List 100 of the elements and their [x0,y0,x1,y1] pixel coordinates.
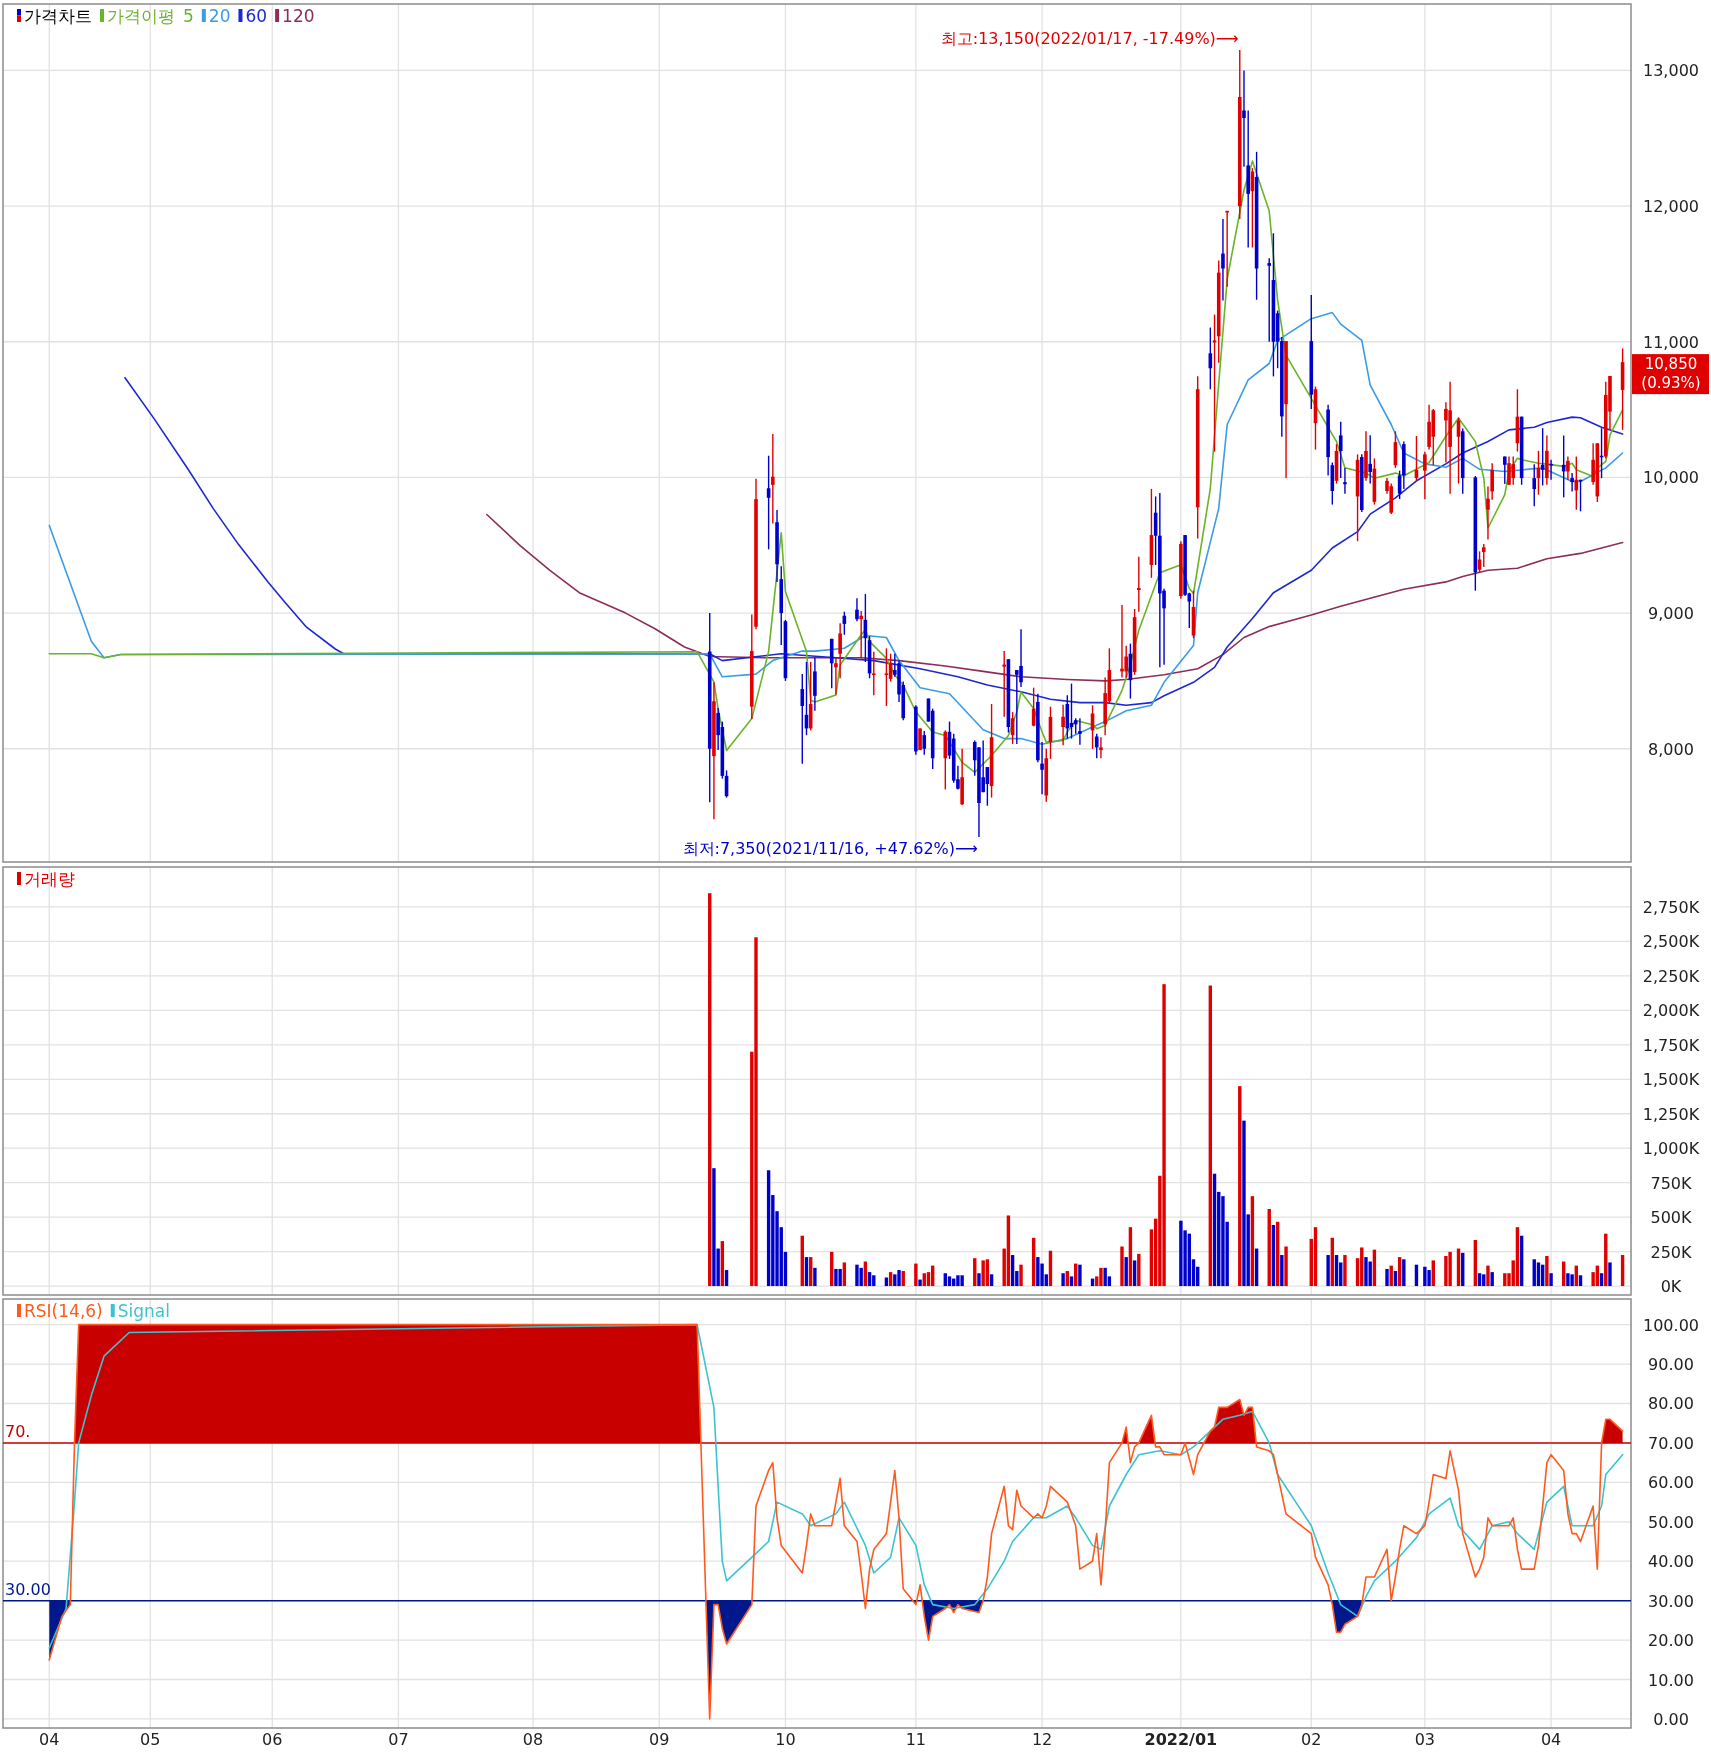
bar [1364,1257,1368,1287]
candlestick [1002,650,1006,718]
bar [1566,1273,1570,1287]
bar [1326,1255,1330,1287]
y-tick-label: 0K [1660,1277,1682,1297]
y-tick-label: 2,000K [1642,1001,1700,1021]
candlestick [1507,455,1511,486]
x-tick-label: 12 [1031,1730,1053,1749]
y-tick-label: 2,250K [1642,966,1700,986]
y-tick-label: 12,000 [1643,197,1699,217]
bar [1242,1120,1246,1287]
y-tick-label: 250K [1650,1242,1693,1262]
bar [1423,1266,1427,1287]
candlestick [859,610,863,660]
y-tick-label: 9,000 [1648,604,1694,624]
y-tick-label: 70.00 [1648,1433,1694,1453]
candlestick [1570,472,1574,493]
bar [1120,1246,1124,1287]
annotation: 최고:13,150(2022/01/17, -17.49%)⟶ [940,29,1239,49]
y-tick-label: 50.00 [1648,1512,1694,1532]
y-tick-label: 30.00 [1648,1591,1694,1611]
annotation: 최저:7,350(2021/11/16, +47.62%)⟶ [682,838,979,858]
bar [1448,1251,1452,1287]
bar [1570,1274,1574,1287]
x-tick-label: 07 [388,1730,409,1749]
text: 5 [183,6,194,26]
x-tick-label: 06 [262,1730,283,1749]
candlestick [800,673,805,765]
bar [1486,1265,1490,1287]
y-tick-label: 1,000K [1642,1139,1700,1159]
bar [1179,1220,1183,1287]
candlestick [1503,455,1507,485]
y-tick-label: 2,500K [1642,932,1700,952]
bar [838,1268,842,1287]
candlestick [922,730,927,756]
candlestick [855,597,859,622]
candlestick [1343,467,1347,495]
candlestick [1099,736,1103,759]
candlestick [1511,455,1516,486]
bar [893,1274,897,1287]
y-tick-label: 20.00 [1648,1631,1694,1651]
bar [1132,1260,1137,1287]
x-tick-label: 2022/01 [1144,1730,1218,1749]
y-tick-label: 100.00 [1643,1315,1699,1335]
y-tick-label: 2,750K [1642,897,1700,917]
y-tick-label: 8,000 [1648,739,1694,759]
x-tick-label: 03 [1414,1730,1436,1749]
bar [1490,1272,1494,1287]
legend-title: 가격이평 [107,6,175,26]
bar [1124,1257,1128,1287]
bar [897,1270,901,1287]
bar [1019,1264,1023,1287]
x-tick-label: 09 [649,1730,670,1749]
bar [1545,1255,1549,1287]
bar [1343,1255,1347,1287]
bar [1078,1264,1082,1287]
y-tick-label: 60.00 [1648,1473,1694,1493]
bar [977,1273,981,1287]
bar [884,1277,889,1287]
x-tick-label: 04 [1540,1730,1562,1749]
bar [1284,1246,1288,1287]
candlestick [1481,543,1486,568]
legend-label: 거래량 [24,869,75,889]
y-tick-label: 1,750K [1642,1035,1700,1055]
line-series [48,160,1624,774]
y-tick-label: 40.00 [1648,1552,1694,1572]
y-tick-label: 500K [1650,1208,1693,1228]
legend-label: 60 [245,6,268,26]
x-tick-label: 10 [775,1730,796,1749]
bar [1427,1270,1431,1287]
legend-label: 20 [208,6,231,26]
line-series [48,311,1624,746]
bar [956,1275,960,1287]
line-series [48,1323,1624,1649]
y-tick-label: 11,000 [1643,332,1699,352]
y-tick-label: 90.00 [1648,1355,1694,1375]
y-tick-label: 10.00 [1648,1670,1694,1690]
candlestick [1566,455,1570,481]
bar [1608,1262,1612,1287]
bar [813,1267,817,1287]
bar [1549,1273,1553,1287]
ref-line-label: 70. [5,1421,31,1441]
legend-label: RSI(14,6) [24,1301,103,1321]
bar [1431,1260,1435,1287]
annotation: 10,850 (0.93%) [1641,355,1701,393]
y-tick-label: 1,250K [1642,1104,1700,1124]
candlestick [1137,556,1141,613]
bar [981,1260,985,1287]
bar [1162,984,1166,1287]
bar [1402,1259,1406,1287]
bar [914,1263,918,1287]
bar [1137,1253,1141,1287]
candlestick [871,651,876,696]
candlestick [1015,669,1019,745]
bar [918,1279,922,1287]
bar [1103,1267,1107,1287]
candlestick [1267,257,1272,343]
ref-line-label: 30.00 [5,1579,51,1599]
y-tick-label: 80.00 [1648,1394,1694,1414]
x-tick-label: 04 [39,1730,60,1749]
